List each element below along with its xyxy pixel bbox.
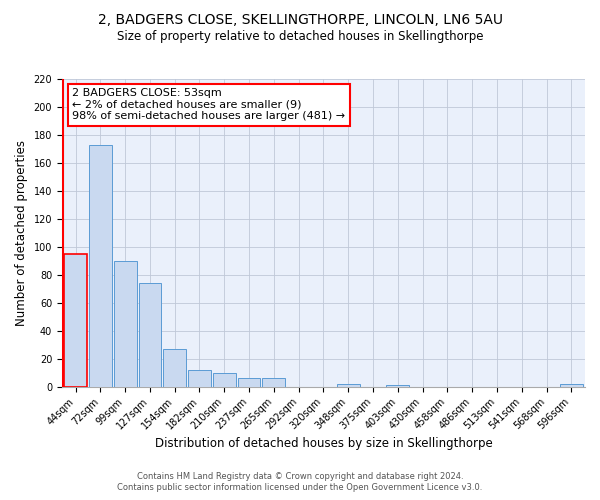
Bar	[89, 145, 112, 387]
Bar	[139, 284, 161, 387]
Text: 2, BADGERS CLOSE, SKELLINGTHORPE, LINCOLN, LN6 5AU: 2, BADGERS CLOSE, SKELLINGTHORPE, LINCOL…	[97, 12, 503, 26]
Bar	[262, 378, 285, 387]
Bar	[114, 261, 137, 387]
X-axis label: Distribution of detached houses by size in Skellingthorpe: Distribution of detached houses by size …	[155, 437, 493, 450]
Bar	[238, 378, 260, 387]
Text: Contains HM Land Registry data © Crown copyright and database right 2024.: Contains HM Land Registry data © Crown c…	[137, 472, 463, 481]
Bar	[337, 384, 359, 387]
Bar	[188, 370, 211, 387]
Text: Contains public sector information licensed under the Open Government Licence v3: Contains public sector information licen…	[118, 484, 482, 492]
Bar	[163, 349, 186, 387]
Text: Size of property relative to detached houses in Skellingthorpe: Size of property relative to detached ho…	[117, 30, 483, 43]
Y-axis label: Number of detached properties: Number of detached properties	[15, 140, 28, 326]
Bar	[560, 384, 583, 387]
Bar	[213, 373, 236, 387]
Text: 2 BADGERS CLOSE: 53sqm
← 2% of detached houses are smaller (9)
98% of semi-detac: 2 BADGERS CLOSE: 53sqm ← 2% of detached …	[73, 88, 346, 122]
Bar	[64, 254, 87, 387]
Bar	[386, 386, 409, 387]
